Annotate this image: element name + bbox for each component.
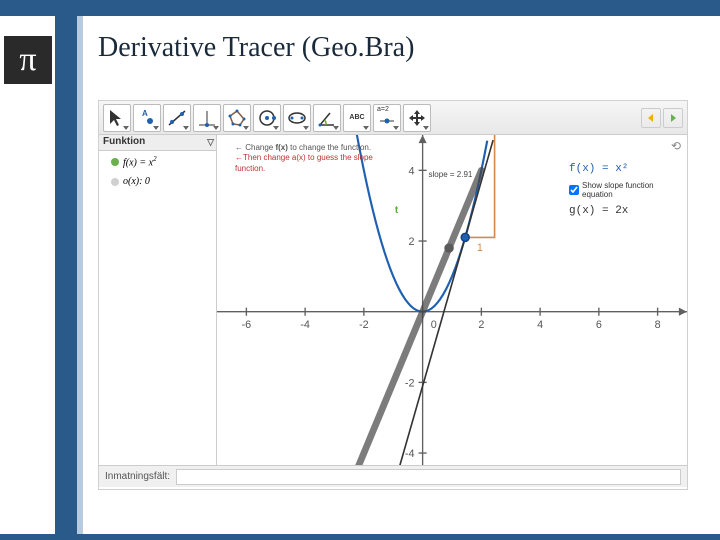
svg-text:0: 0 — [431, 319, 437, 331]
frame-left-outer — [55, 16, 77, 534]
algebra-header[interactable]: Funktion ▽ — [99, 135, 216, 151]
algebra-header-label: Funktion — [103, 136, 145, 147]
pi-logo: π — [4, 36, 52, 84]
show-slope-checkbox[interactable] — [569, 185, 579, 195]
frame-left-inner — [77, 16, 83, 534]
svg-text:4: 4 — [537, 319, 543, 331]
tool-angle[interactable] — [313, 104, 341, 132]
fx-equation: f(x) = x² — [569, 163, 681, 175]
tool-text[interactable]: ABC — [343, 104, 371, 132]
tool-conic[interactable] — [283, 104, 311, 132]
tool-point[interactable]: A — [133, 104, 161, 132]
tool-circle[interactable] — [253, 104, 281, 132]
tool-move[interactable] — [103, 104, 131, 132]
input-label: Inmatningsfält: — [99, 471, 176, 482]
svg-text:2: 2 — [478, 319, 484, 331]
tool-slider[interactable]: a=2 — [373, 104, 401, 132]
recycle-icon[interactable]: ⟲ — [671, 139, 681, 153]
tool-perp[interactable] — [193, 104, 221, 132]
input-bar: Inmatningsfält: — [99, 465, 687, 487]
svg-text:-4: -4 — [405, 448, 415, 460]
page-title: Derivative Tracer (Geo.Bra) — [98, 32, 414, 64]
svg-text:-6: -6 — [242, 319, 252, 331]
instructions: ← Change f(x) to change the function. ←T… — [235, 143, 395, 174]
svg-text:6: 6 — [596, 319, 602, 331]
gx-equation: g(x) = 2x — [569, 205, 681, 217]
algebra-item[interactable]: o(x): 0 — [99, 172, 216, 191]
svg-text:-2: -2 — [359, 319, 369, 331]
svg-text:A: A — [142, 109, 148, 118]
tool-line[interactable] — [163, 104, 191, 132]
svg-text:1: 1 — [477, 242, 483, 254]
frame-top — [0, 0, 720, 16]
tool-polygon[interactable] — [223, 104, 251, 132]
algebra-close-icon[interactable]: ▽ — [207, 137, 214, 148]
toolbar: A ABCa=2 — [99, 101, 687, 135]
undo-button[interactable] — [641, 108, 661, 128]
svg-text:8: 8 — [655, 319, 661, 331]
algebra-item[interactable]: f(x) = x2 — [99, 151, 216, 172]
t-label: t — [395, 205, 398, 216]
frame-bottom — [0, 534, 720, 540]
show-slope-label: Show slope function equation — [582, 181, 681, 199]
graphics-panel[interactable]: -6-4-202468-6-4-2241 ← Change f(x) to ch… — [217, 135, 687, 465]
svg-text:2: 2 — [408, 236, 414, 248]
slope-label: slope = 2.91 — [427, 169, 475, 180]
svg-text:4: 4 — [408, 165, 414, 177]
svg-text:-4: -4 — [300, 319, 310, 331]
svg-text:-2: -2 — [405, 377, 415, 389]
side-panel: ⟲ f(x) = x² Show slope function equation… — [563, 135, 687, 295]
redo-button[interactable] — [663, 108, 683, 128]
geogebra-window: A ABCa=2 Funktion ▽ f(x) = x2o(x): 0 -6 -4… — [98, 100, 688, 490]
tool-move-view[interactable] — [403, 104, 431, 132]
input-field[interactable] — [176, 469, 681, 485]
algebra-panel: Funktion ▽ f(x) = x2o(x): 0 — [99, 135, 217, 465]
